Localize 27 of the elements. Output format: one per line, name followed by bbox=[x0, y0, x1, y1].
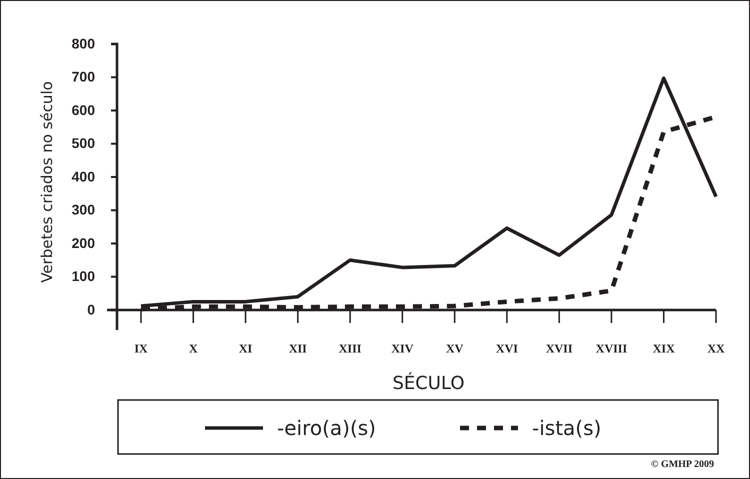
x-tick-label: X bbox=[188, 341, 198, 356]
x-tick-label: IX bbox=[134, 341, 148, 356]
x-axis-title: SÉCULO bbox=[392, 372, 465, 394]
y-tick-label: 600 bbox=[72, 102, 96, 118]
y-tick-label: 800 bbox=[72, 35, 96, 52]
line-series bbox=[139, 76, 718, 308]
y-tick-label: 300 bbox=[72, 202, 96, 218]
y-tick-label: 0 bbox=[87, 301, 96, 318]
x-tick-label: XVIII bbox=[596, 341, 628, 356]
y-tick-label: 200 bbox=[72, 234, 96, 251]
y-tick-label: 500 bbox=[72, 135, 96, 152]
text: © GMHP 2009 bbox=[650, 459, 714, 470]
x-tick-label: XII bbox=[288, 341, 308, 356]
y-tick-label: 700 bbox=[72, 68, 96, 85]
y-axis-title: Verbetes criados no século bbox=[38, 81, 56, 283]
x-tick-label: XIV bbox=[391, 341, 414, 356]
x-tick-label: XVI bbox=[496, 341, 518, 356]
x-tick-label: XI bbox=[238, 341, 253, 356]
x-tick-label: XIII bbox=[338, 341, 362, 356]
y-tick-label: 100 bbox=[72, 268, 96, 284]
legend-label: -eiro(a)(s) bbox=[277, 416, 376, 440]
x-tick-label: XV bbox=[446, 341, 464, 356]
x-tick-label: XVII bbox=[546, 341, 573, 356]
y-tick-label: 400 bbox=[72, 168, 96, 184]
legend-label: -ista(s) bbox=[532, 416, 602, 440]
x-tick-label: XIX bbox=[652, 341, 676, 356]
x-tick-label: XX bbox=[707, 341, 725, 356]
